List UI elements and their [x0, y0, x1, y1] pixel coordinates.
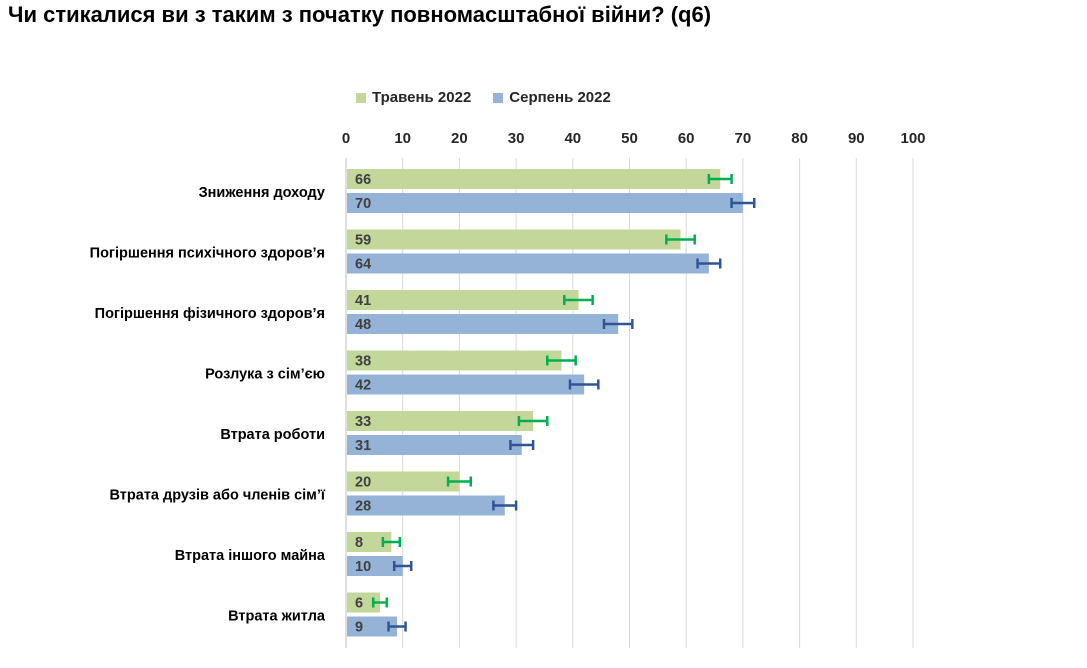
- category-label: Зниження доходу: [199, 185, 325, 201]
- data-label: 59: [355, 233, 371, 249]
- x-tick-label: 80: [791, 130, 808, 147]
- bar: [347, 532, 392, 552]
- legend-label-may: Травень 2022: [372, 89, 472, 106]
- bar: [347, 193, 743, 213]
- data-label: 70: [355, 196, 371, 212]
- legend-swatch-august: [493, 92, 504, 103]
- x-tick-label: 50: [621, 130, 638, 147]
- data-label: 9: [355, 620, 363, 636]
- category-label: Розлука з сім’єю: [205, 367, 325, 383]
- bar: [347, 495, 505, 516]
- bar: [347, 411, 534, 431]
- bar: [347, 350, 562, 371]
- data-label: 48: [355, 317, 371, 333]
- bar: [347, 374, 585, 395]
- x-tick-label: 70: [735, 130, 752, 147]
- data-label: 31: [355, 438, 371, 454]
- data-label: 42: [355, 378, 371, 394]
- data-label: 66: [355, 172, 371, 188]
- x-tick-label: 60: [678, 130, 695, 147]
- x-tick-label: 30: [508, 130, 525, 147]
- legend-item-august: Серпень 2022: [493, 89, 611, 106]
- legend-swatch-may: [356, 92, 366, 103]
- x-tick-label: 0: [342, 130, 350, 147]
- category-label: Погіршення психічного здоров’я: [90, 246, 325, 262]
- bar: [347, 556, 403, 576]
- data-label: 41: [355, 293, 371, 309]
- x-tick-label: 40: [564, 130, 581, 147]
- bar: [347, 169, 721, 189]
- bar: [347, 435, 522, 455]
- chart-title: Чи стикалися ви з таким з початку повном…: [8, 2, 712, 27]
- bar: [347, 253, 709, 274]
- chart-legend: Травень 2022 Серпень 2022: [356, 89, 611, 106]
- data-label: 38: [355, 354, 371, 370]
- bar: [347, 314, 619, 334]
- category-label: Погіршення фізичного здоров’я: [95, 306, 325, 322]
- category-label: Втрата житла: [228, 609, 326, 625]
- category-label: Втрата іншого майна: [175, 548, 326, 564]
- bar: [347, 471, 460, 492]
- legend-item-may: Травень 2022: [356, 89, 471, 106]
- category-label: Втрата роботи: [220, 427, 325, 443]
- category-label: Втрата друзів або членів сім’ї: [110, 488, 326, 504]
- data-label: 64: [355, 257, 371, 273]
- data-label: 8: [355, 535, 363, 551]
- legend-label-august: Серпень 2022: [509, 89, 611, 106]
- bar: [347, 290, 579, 310]
- bar: [347, 616, 398, 637]
- x-tick-label: 10: [394, 130, 411, 147]
- data-label: 10: [355, 559, 371, 575]
- bar: [347, 229, 681, 250]
- x-tick-label: 20: [451, 130, 468, 147]
- x-tick-label: 100: [900, 130, 925, 147]
- data-label: 33: [355, 414, 371, 430]
- x-tick-label: 90: [848, 130, 865, 147]
- data-label: 20: [355, 475, 371, 491]
- data-label: 28: [355, 499, 371, 515]
- bar: [347, 592, 381, 613]
- data-label: 6: [355, 596, 363, 612]
